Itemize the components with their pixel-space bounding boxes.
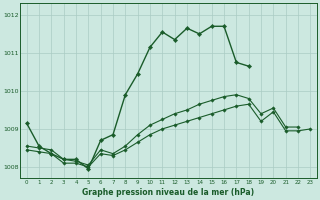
X-axis label: Graphe pression niveau de la mer (hPa): Graphe pression niveau de la mer (hPa) [83, 188, 255, 197]
